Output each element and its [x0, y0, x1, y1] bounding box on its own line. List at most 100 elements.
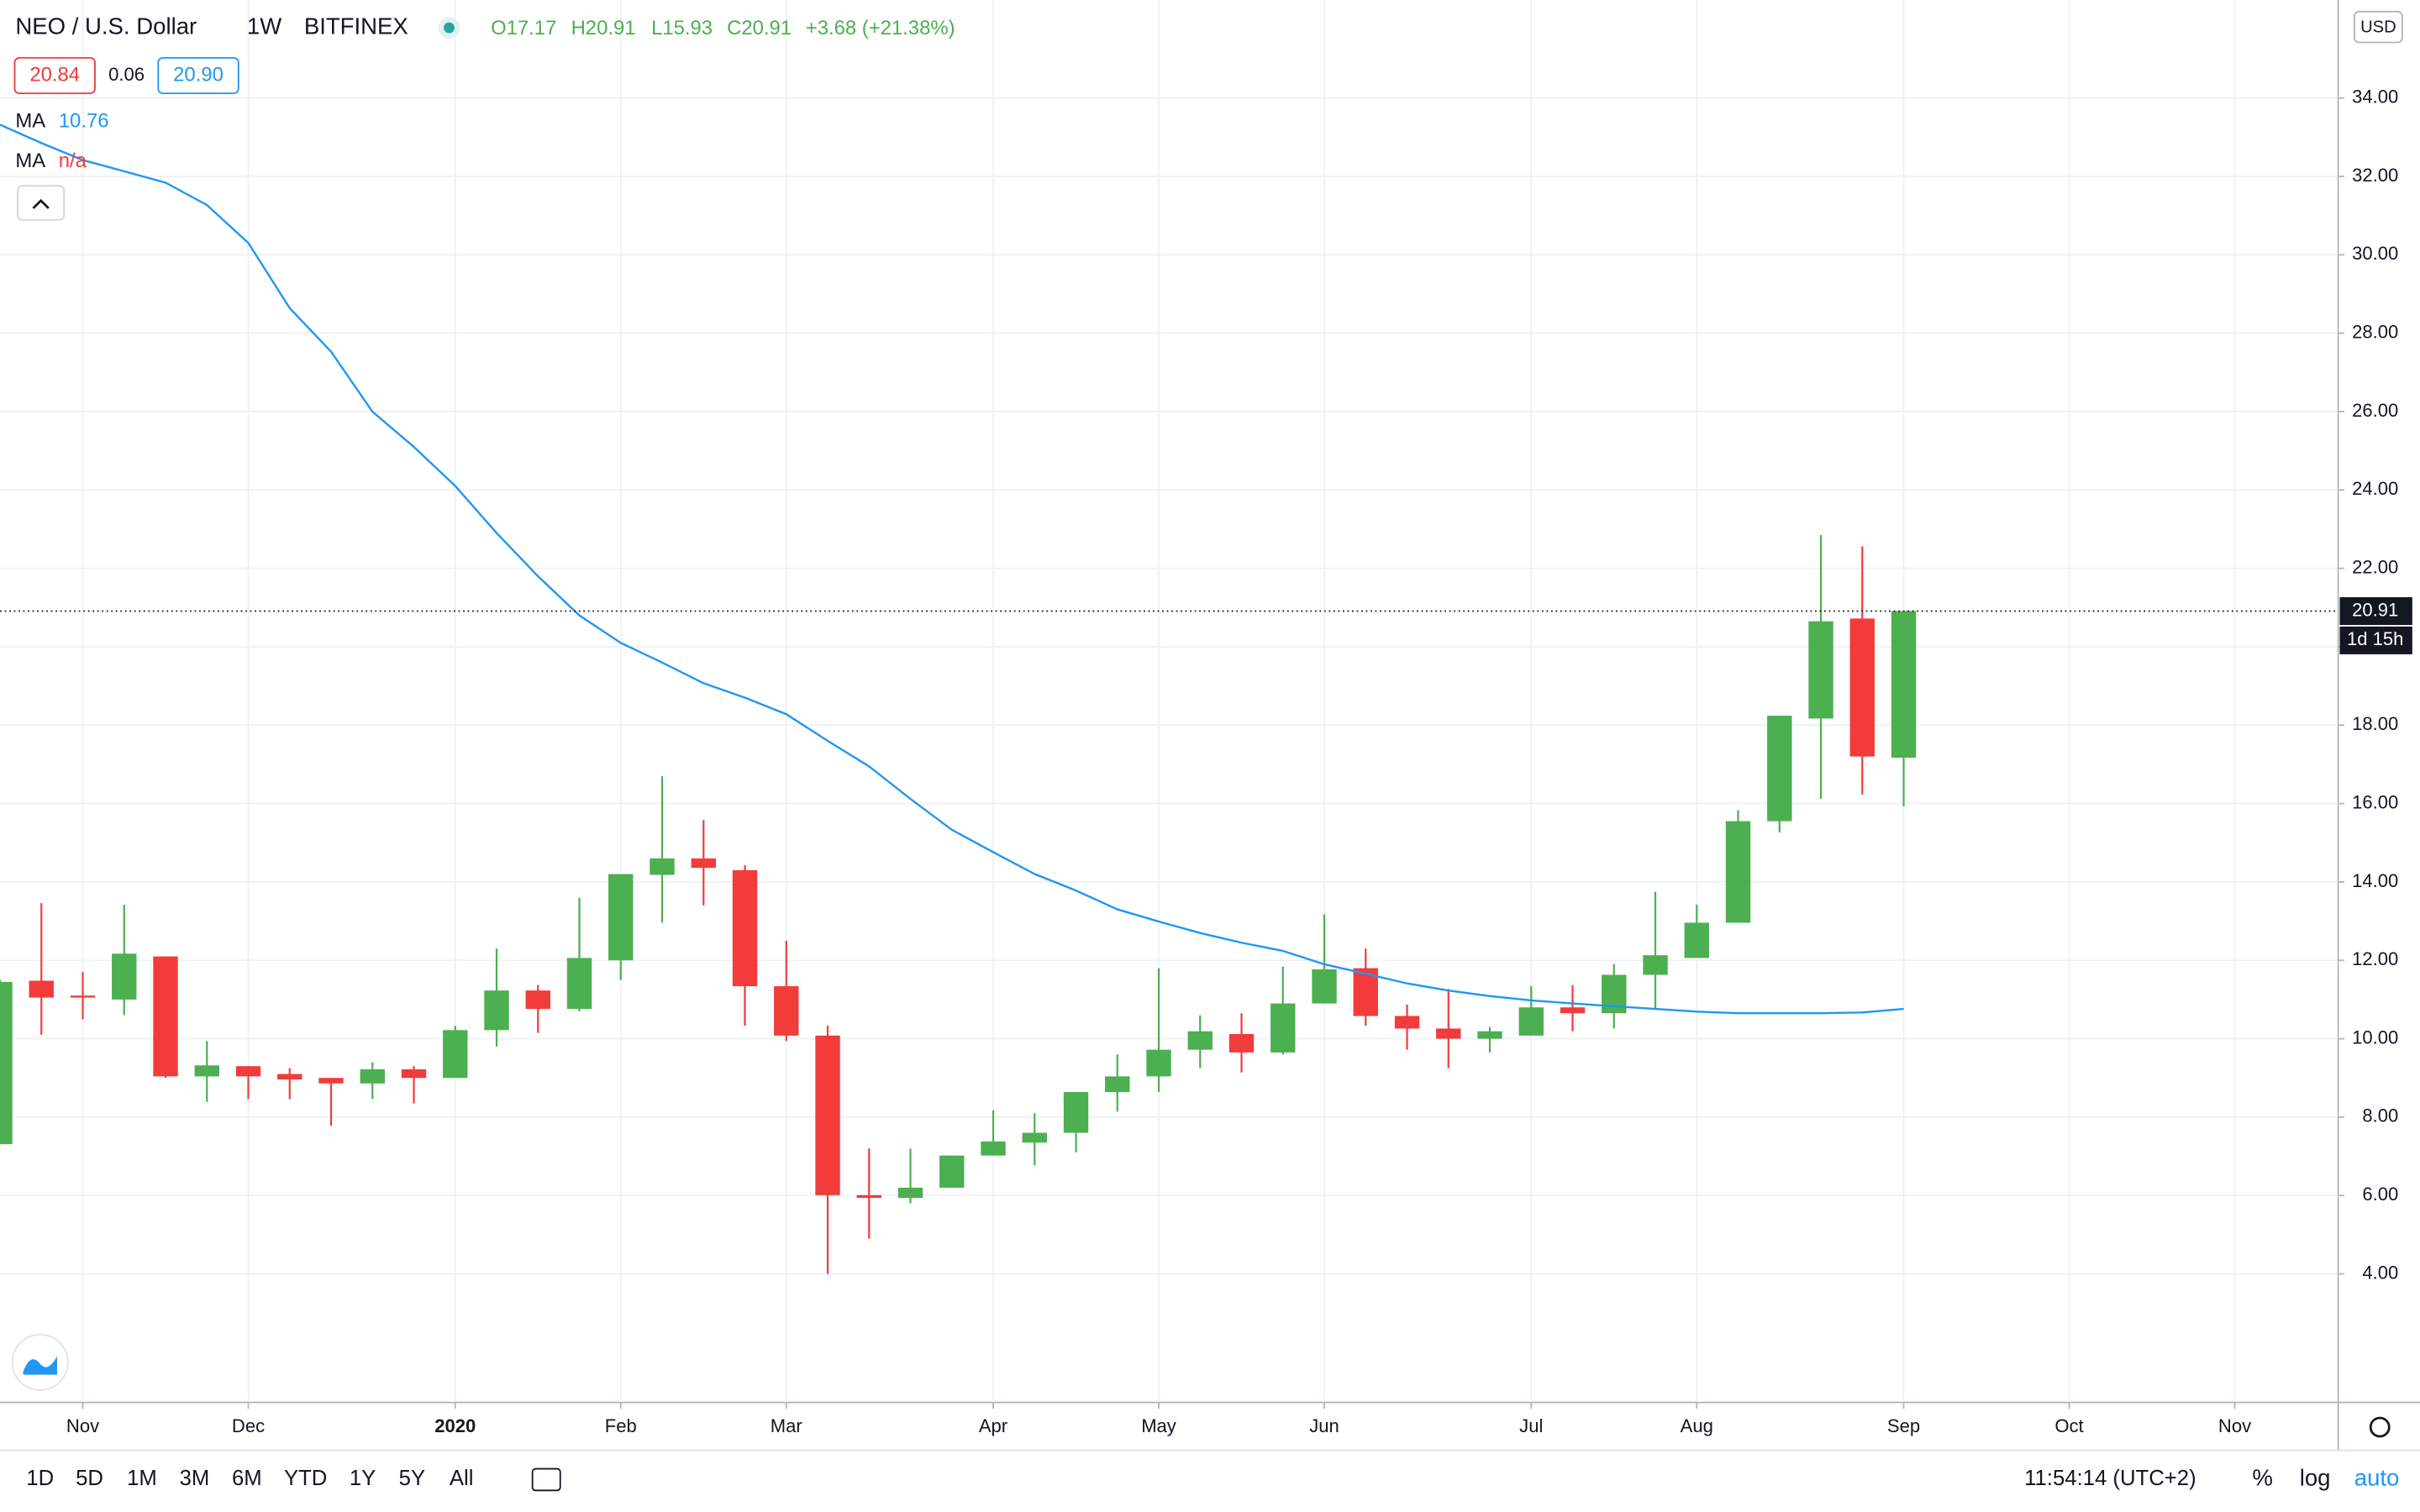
candle-body [1684, 922, 1709, 958]
x-tick-label: Oct [2054, 1415, 2083, 1436]
candle-body [650, 858, 675, 875]
range-button[interactable]: 1M [127, 1467, 157, 1490]
ma2-value: n/a [59, 150, 87, 172]
candle-body [153, 956, 178, 1077]
collapse-button[interactable] [17, 185, 66, 221]
range-button[interactable]: 5Y [399, 1467, 425, 1490]
y-tick-label: 18.00 [2352, 713, 2398, 734]
candle-body [608, 874, 634, 961]
candle-body [318, 1078, 344, 1084]
candle-body [1477, 1031, 1502, 1039]
x-tick-label: Nov [66, 1415, 99, 1436]
candle-body [112, 953, 137, 1000]
y-tick-label: 28.00 [2352, 321, 2398, 342]
candle-body [1187, 1031, 1213, 1050]
ohlc-open: O17.17 [491, 17, 556, 39]
candle-body [360, 1068, 385, 1084]
candle-body [70, 995, 96, 998]
candle-body [691, 858, 716, 869]
exchange: BITFINEX [304, 13, 408, 39]
candle-body [981, 1141, 1006, 1156]
date-range-icon[interactable] [531, 1467, 561, 1492]
candle-body [566, 958, 592, 1010]
candle-body [29, 980, 54, 998]
candle-body [1643, 955, 1668, 975]
range-button[interactable]: All [450, 1467, 474, 1490]
ask-box[interactable] [157, 56, 239, 95]
range-button[interactable]: 5D [76, 1467, 103, 1490]
ohlc-close: C20.91 [727, 17, 792, 39]
y-tick-label: 8.00 [2362, 1105, 2398, 1126]
ma-value: 10.76 [59, 109, 109, 132]
ohlc-low: L15.93 [651, 17, 713, 39]
x-tick-label: Apr [979, 1415, 1007, 1436]
candle-body [1849, 618, 1875, 757]
candle-body [401, 1068, 427, 1079]
last-price-tag [2339, 596, 2412, 626]
countdown-label: 1d 15h [2347, 628, 2403, 649]
x-tick-label: May [1141, 1415, 1176, 1436]
grid [0, 0, 2338, 1401]
log-toggle[interactable]: log [2300, 1465, 2331, 1491]
candle-body [1725, 821, 1751, 923]
toolbar: 1D 5D 1M 3M 6M YTD 1Y 5Y All [26, 1467, 473, 1490]
candle-body [443, 1030, 468, 1079]
candle-body [1891, 611, 1917, 759]
symbol: NEO / U.S. Dollar [15, 13, 197, 39]
candle-body [1808, 621, 1833, 719]
candle-body [1105, 1076, 1130, 1093]
ohlc-change: +3.68 (+21.38%) [806, 17, 955, 39]
candle-body [732, 869, 758, 987]
candle-body [484, 990, 509, 1031]
range-button[interactable]: 3M [180, 1467, 210, 1490]
auto-toggle[interactable]: auto [2354, 1465, 2400, 1491]
collapse-icon [32, 198, 50, 209]
candle-body [1560, 1007, 1586, 1014]
candle-body [525, 990, 550, 1010]
range-button[interactable]: 6M [232, 1467, 262, 1490]
candle-body [939, 1155, 965, 1188]
settings-icon[interactable] [2369, 1416, 2391, 1438]
ma-name: MA [15, 109, 45, 132]
x-tick-label: Mar [771, 1415, 802, 1436]
y-tick-label: 10.00 [2352, 1026, 2398, 1047]
ask: 20.90 [173, 63, 224, 86]
y-tick-label: 32.00 [2352, 165, 2398, 186]
logo-icon [23, 1356, 57, 1375]
candle-body [0, 981, 13, 1145]
logo[interactable] [11, 1333, 69, 1391]
y-tick-label: 22.00 [2352, 556, 2398, 577]
y-tick-label: 24.00 [2352, 478, 2398, 499]
x-tick-label: Jul [1519, 1415, 1543, 1436]
candle-body [1270, 1003, 1296, 1053]
x-tick-label: 2020 [434, 1415, 476, 1436]
ohlc-high: H20.91 [571, 17, 636, 39]
currency: USD [2360, 18, 2396, 36]
candle-body [235, 1066, 261, 1077]
y-tick-label: 12.00 [2352, 948, 2398, 969]
y-tick-label: 34.00 [2352, 86, 2398, 107]
status-dot [444, 22, 455, 34]
x-tick-label: Jun [1309, 1415, 1339, 1436]
y-tick-label: 6.00 [2362, 1184, 2398, 1205]
candle-body [1436, 1028, 1461, 1039]
countdown-tag [2339, 626, 2412, 654]
range-button[interactable]: YTD [284, 1467, 327, 1490]
interval: 1W [247, 13, 281, 39]
last-price-label: 20.91 [2352, 599, 2398, 620]
x-tick-label: Feb [605, 1415, 637, 1436]
candle-body [1394, 1016, 1420, 1029]
currency-box[interactable] [2354, 10, 2403, 44]
y-tick-label: 16.00 [2352, 791, 2398, 812]
percent-toggle[interactable]: % [2252, 1465, 2273, 1491]
y-tick-label: 14.00 [2352, 870, 2398, 891]
range-button[interactable]: 1Y [350, 1467, 376, 1490]
candle-body [1063, 1092, 1089, 1133]
bid-box[interactable] [13, 56, 96, 95]
range-button[interactable]: 1D [26, 1467, 54, 1490]
candle-body [1146, 1049, 1171, 1077]
candle-body [815, 1035, 840, 1195]
plot-area [0, 123, 2338, 1274]
